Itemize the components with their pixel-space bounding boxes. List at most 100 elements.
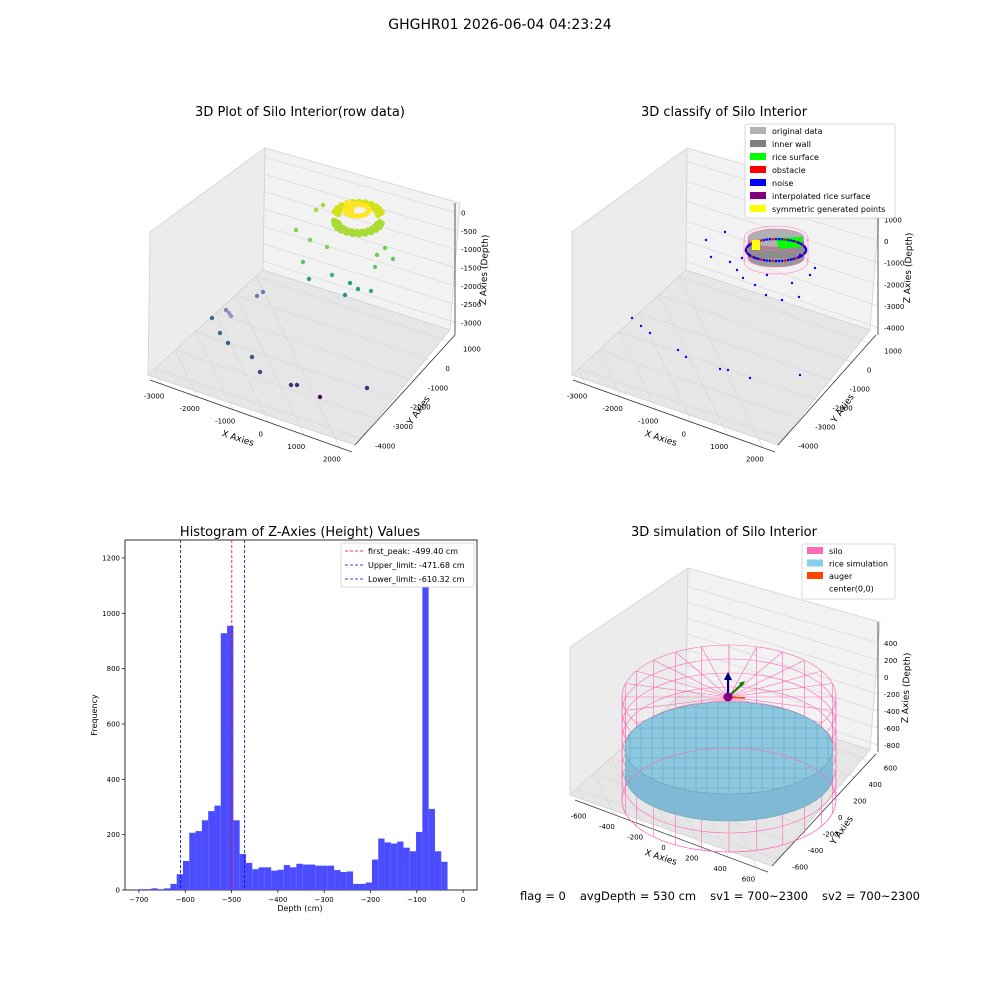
p4-ytick: -200	[823, 830, 839, 838]
noise-point	[676, 348, 680, 352]
panel-classify-3d: 3D classify of Silo Interior -3000-2000-…	[567, 105, 915, 464]
classified-point	[765, 238, 768, 241]
legend-label: rice surface	[772, 153, 819, 162]
p2-ztick: -2000	[884, 281, 904, 289]
classified-point	[799, 255, 802, 258]
p1-ztick: -3000	[461, 320, 481, 328]
noise-point	[639, 324, 643, 328]
histogram-bar	[428, 808, 435, 890]
noise-point	[718, 367, 722, 371]
classified-point	[777, 237, 781, 241]
histogram-bar	[365, 882, 372, 890]
histogram-bar	[157, 889, 165, 890]
p1-xtick: 2000	[323, 456, 341, 464]
histogram-bar	[441, 861, 448, 890]
histogram-xtick: 0	[461, 896, 465, 904]
p1-ytick: 0	[445, 365, 449, 373]
legend-label: first_peak: -499.40 cm	[368, 547, 458, 556]
classified-point	[797, 256, 800, 259]
panel-simulation-3d: 3D simulation of Silo Interior -600 -400 -…	[569, 525, 913, 884]
histogram-ytick: 200	[107, 831, 120, 839]
p2-xtick: 0	[682, 430, 686, 438]
histogram-bar	[277, 869, 284, 890]
histogram-bar	[403, 847, 410, 890]
histogram-bar	[239, 854, 246, 890]
histogram-bar	[233, 820, 240, 890]
raw-point	[223, 307, 229, 313]
histogram-bar	[138, 889, 146, 890]
legend-swatch	[750, 179, 766, 186]
classified-point	[797, 241, 800, 244]
raw-point	[368, 288, 374, 294]
histogram-bar	[359, 883, 366, 890]
figure-title: GHGHR01 2026-06-04 04:23:24	[388, 17, 612, 33]
histogram-bar	[390, 843, 398, 890]
histogram-xtick: −700	[129, 896, 148, 904]
panel-simulation-3d-title: 3D simulation of Silo Interior	[631, 525, 818, 540]
classified-point	[804, 247, 808, 251]
legend-swatch	[807, 572, 823, 579]
histogram-x-ticks: −700 −600 −500 −400 −300 −200 −100 0	[129, 890, 465, 904]
noise-point	[726, 368, 730, 372]
histogram-bar	[283, 865, 291, 890]
raw-point	[342, 292, 348, 298]
p2-ztick: -3000	[884, 303, 904, 311]
histogram-bar	[346, 871, 354, 890]
raw-point	[317, 394, 323, 400]
legend-label: inner wall	[772, 140, 811, 149]
p1-ytick: -2000	[410, 404, 430, 412]
raw-point	[293, 227, 299, 233]
histogram-bar	[378, 838, 385, 890]
p1-xtick: 0	[259, 430, 263, 438]
histogram-bar	[220, 633, 228, 890]
histogram-bar	[416, 831, 423, 890]
p4-xtick: -200	[627, 833, 643, 841]
raw-point	[257, 369, 263, 375]
panel-classify-3d-xlabel: X Axies	[643, 429, 678, 449]
raw-point	[320, 202, 326, 208]
panel-raw-3d-title: 3D Plot of Silo Interior(row data)	[195, 105, 405, 120]
p2-ytick: -3000	[815, 424, 835, 432]
classified-point	[768, 237, 772, 241]
p4-xtick: -400	[599, 823, 615, 831]
panel-histogram: Histogram of Z-Axies (Height) Values −70…	[90, 525, 478, 913]
p4-xtick: 200	[685, 855, 698, 863]
noise-point	[790, 281, 794, 285]
raw-point	[209, 315, 215, 321]
panel-raw-3d: 3D Plot of Silo Interior(row data) -3000…	[144, 105, 491, 464]
p2-ztick: 1000	[884, 216, 902, 224]
noise-point	[748, 376, 752, 380]
raw-point	[366, 206, 372, 212]
raw-point	[228, 313, 234, 319]
histogram-ytick: 0	[116, 887, 120, 895]
legend-swatch	[750, 140, 766, 147]
noise-point	[735, 268, 739, 272]
histogram-ytick: 1200	[102, 554, 120, 562]
classified-point	[762, 238, 766, 242]
p2-ytick: 1000	[884, 347, 902, 355]
histogram-bar	[327, 865, 335, 890]
p2-xtick: -3000	[567, 392, 587, 400]
p1-ztick: -1500	[461, 265, 481, 273]
histogram-bar	[201, 820, 209, 890]
p4-xtick: 600	[742, 876, 755, 884]
legend-label: rice simulation	[829, 560, 888, 569]
histogram-bar	[170, 883, 177, 890]
raw-point	[364, 385, 370, 391]
histogram-bar	[245, 862, 253, 890]
classified-point	[780, 237, 784, 241]
raw-point	[324, 244, 330, 250]
classified-point	[780, 259, 784, 263]
legend-label: Upper_limit: -471.68 cm	[368, 561, 465, 570]
p4-xtick: -600	[571, 812, 587, 820]
simulation-auger	[723, 672, 746, 702]
noise-point	[740, 256, 744, 260]
p4-ztick: 200	[884, 657, 897, 665]
histogram-legend: first_peak: -499.40 cm Upper_limit: -471.…	[340, 542, 475, 588]
panel-classify-3d-points	[630, 230, 817, 380]
histogram-bar	[334, 870, 341, 890]
legend-label: symmetric generated points	[772, 205, 885, 214]
p1-ztick: -2500	[461, 301, 481, 309]
legend-swatch	[750, 127, 766, 134]
